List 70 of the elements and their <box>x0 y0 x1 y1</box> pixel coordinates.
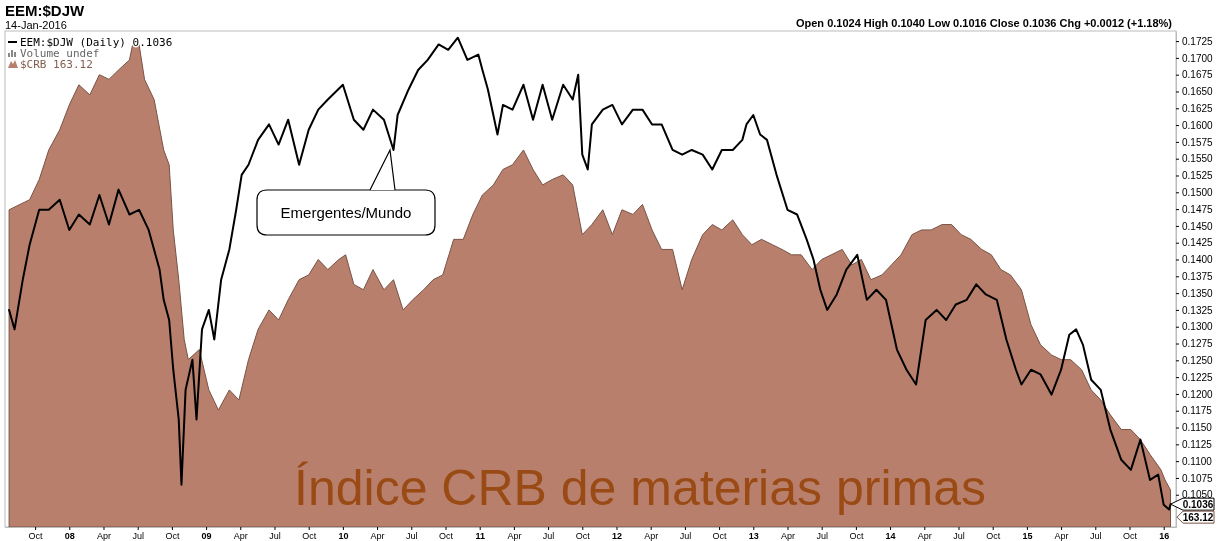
x-tick-label: Jul <box>1090 531 1102 541</box>
y-tick-label: 0.1150 <box>1182 422 1213 434</box>
x-tick-label: Apr <box>644 531 659 541</box>
y-tick-label: 0.1275 <box>1182 338 1214 350</box>
x-tick-label: Jul <box>953 531 965 541</box>
y-tick-label: 0.1725 <box>1182 35 1214 47</box>
y-tick-label: 0.1525 <box>1182 170 1214 182</box>
x-tick-label: Apr <box>917 531 932 541</box>
x-tick-label: 15 <box>1022 531 1033 541</box>
x-tick-label: Oct <box>575 531 591 541</box>
x-tick-label: Apr <box>370 531 385 541</box>
x-tick-label: Apr <box>780 531 795 541</box>
y-tick-label: 0.1400 <box>1182 254 1214 266</box>
y-tick-label: 0.1075 <box>1182 472 1214 484</box>
y-tick-label: 0.1700 <box>1182 52 1214 64</box>
x-tick-label: Oct <box>28 531 44 541</box>
y-tick-label: 0.1050 <box>1182 489 1214 501</box>
y-tick-label: 0.1500 <box>1182 187 1214 198</box>
y-tick-label: 0.1575 <box>1182 136 1214 148</box>
y-tick-label: 0.1325 <box>1182 304 1214 316</box>
y-tick-label: 0.1675 <box>1182 69 1214 81</box>
x-tick-label: Oct <box>712 531 728 541</box>
x-tick-label: Oct <box>302 531 317 541</box>
x-tick-label: Jul <box>269 531 281 541</box>
y-tick-label: 0.1475 <box>1182 203 1214 215</box>
x-tick-label: 14 <box>885 531 896 541</box>
x-tick-label: 08 <box>64 531 75 541</box>
series-label: $CRB 163.12 <box>20 58 93 71</box>
x-tick-label: Jul <box>542 531 555 541</box>
y-tick-label: 0.1425 <box>1182 237 1214 249</box>
annotation: Emergentes/Mundo <box>280 204 412 221</box>
annotation: Índice CRB de materias primas <box>294 460 986 516</box>
y-tick-label: 0.1375 <box>1182 271 1214 283</box>
x-tick-label: Apr <box>233 531 248 541</box>
y-tick-label: 0.1125 <box>1182 439 1213 451</box>
x-tick-label: Apr <box>96 531 111 541</box>
y-tick-label: 0.1600 <box>1182 119 1214 131</box>
x-tick-label: Apr <box>1054 531 1069 541</box>
x-tick-label: Oct <box>1122 531 1138 541</box>
x-tick-label: 10 <box>338 531 349 541</box>
y-tick-label: 0.1175 <box>1182 405 1213 417</box>
x-tick-label: Jul <box>816 531 828 541</box>
x-tick-label: 12 <box>611 531 622 541</box>
y-tick-label: 0.1450 <box>1182 220 1214 232</box>
x-tick-label: Oct <box>165 531 180 541</box>
x-tick-label: Jul <box>132 531 144 541</box>
y-tick-label: 0.1225 <box>1182 371 1214 383</box>
y-tick-label: 0.1300 <box>1182 321 1214 333</box>
y-tick-label: 0.1200 <box>1182 388 1214 400</box>
text: Open 0.1024 High 0.1040 Low 0.1016 Close 0.1036 Chg +0.0012 (+1.18%) <box>795 17 1173 29</box>
y-tick-label: 0.1650 <box>1182 86 1214 98</box>
x-tick-label: 09 <box>201 531 212 541</box>
x-tick-label: Jul <box>406 531 418 541</box>
y-tick-label: 0.1250 <box>1182 355 1214 367</box>
x-tick-label: Oct <box>986 531 1001 541</box>
y-tick-label: 0.1100 <box>1182 455 1213 467</box>
text: 163.12 <box>1182 512 1214 524</box>
x-tick-label: Oct <box>849 531 864 541</box>
x-tick-label: Apr <box>507 531 522 541</box>
chart-title: EEM:$DJW <box>5 2 86 19</box>
x-tick-label: Oct <box>438 531 454 541</box>
x-tick-label: 16 <box>1159 531 1170 541</box>
chart-subtitle: 14-Jan-2016 <box>5 19 67 31</box>
y-tick-label: 0.1350 <box>1182 287 1214 299</box>
x-tick-label: 11 <box>475 531 485 541</box>
x-tick-label: Jul <box>679 531 692 541</box>
y-tick-label: 0.1625 <box>1182 102 1214 114</box>
y-tick-label: 0.1550 <box>1182 153 1214 165</box>
x-tick-label: 13 <box>748 531 759 541</box>
annotation: 0.1036 <box>1182 499 1214 511</box>
